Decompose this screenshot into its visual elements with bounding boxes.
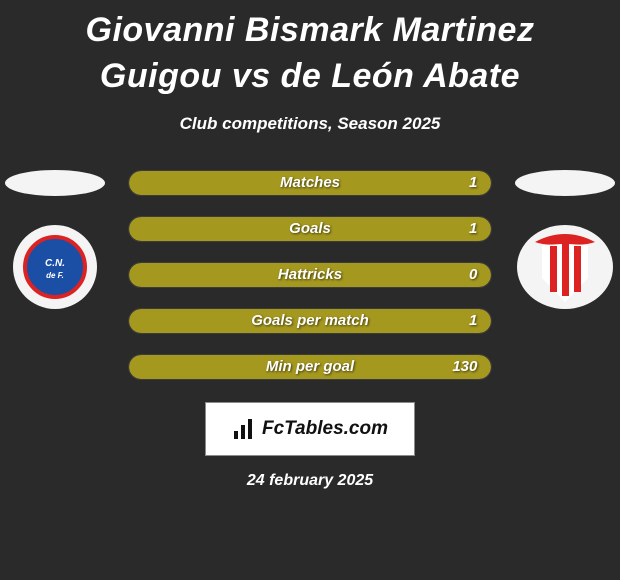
right-ellipse: [515, 170, 615, 196]
stat-label: Hattricks: [129, 263, 492, 287]
right-club-logo: [515, 224, 615, 310]
stat-label: Goals per match: [129, 309, 492, 333]
svg-text:C.N.: C.N.: [45, 258, 65, 269]
nacional-badge-icon: C.N. de F.: [5, 224, 105, 310]
brand-badge[interactable]: FcTables.com: [205, 402, 415, 456]
stat-value: 1: [469, 309, 477, 333]
left-club-logo: C.N. de F.: [5, 224, 105, 310]
stat-label: Goals: [129, 217, 492, 241]
left-player-col: C.N. de F.: [0, 170, 110, 310]
page-title: Giovanni Bismark Martinez Guigou vs de L…: [0, 0, 620, 100]
stat-value: 1: [469, 171, 477, 195]
svg-text:de F.: de F.: [46, 271, 64, 280]
subtitle: Club competitions, Season 2025: [0, 114, 620, 134]
stat-bar: Min per goal130: [128, 354, 493, 380]
stat-value: 130: [452, 355, 477, 379]
stat-bar: Goals per match1: [128, 308, 493, 334]
left-ellipse: [5, 170, 105, 196]
stat-bars: Matches1Goals1Hattricks0Goals per match1…: [128, 170, 493, 380]
bar-chart-icon: [232, 417, 256, 441]
stat-value: 1: [469, 217, 477, 241]
stat-bar: Goals1: [128, 216, 493, 242]
stat-label: Matches: [129, 171, 492, 195]
stat-bar: Hattricks0: [128, 262, 493, 288]
river-plate-badge-icon: [515, 224, 615, 310]
comparison-row: C.N. de F. Matches1Goals1Hattricks0Goals…: [0, 170, 620, 380]
date-text: 24 february 2025: [0, 472, 620, 490]
right-player-col: [510, 170, 620, 310]
brand-text: FcTables.com: [262, 418, 388, 440]
stat-bar: Matches1: [128, 170, 493, 196]
stat-value: 0: [469, 263, 477, 287]
stat-label: Min per goal: [129, 355, 492, 379]
